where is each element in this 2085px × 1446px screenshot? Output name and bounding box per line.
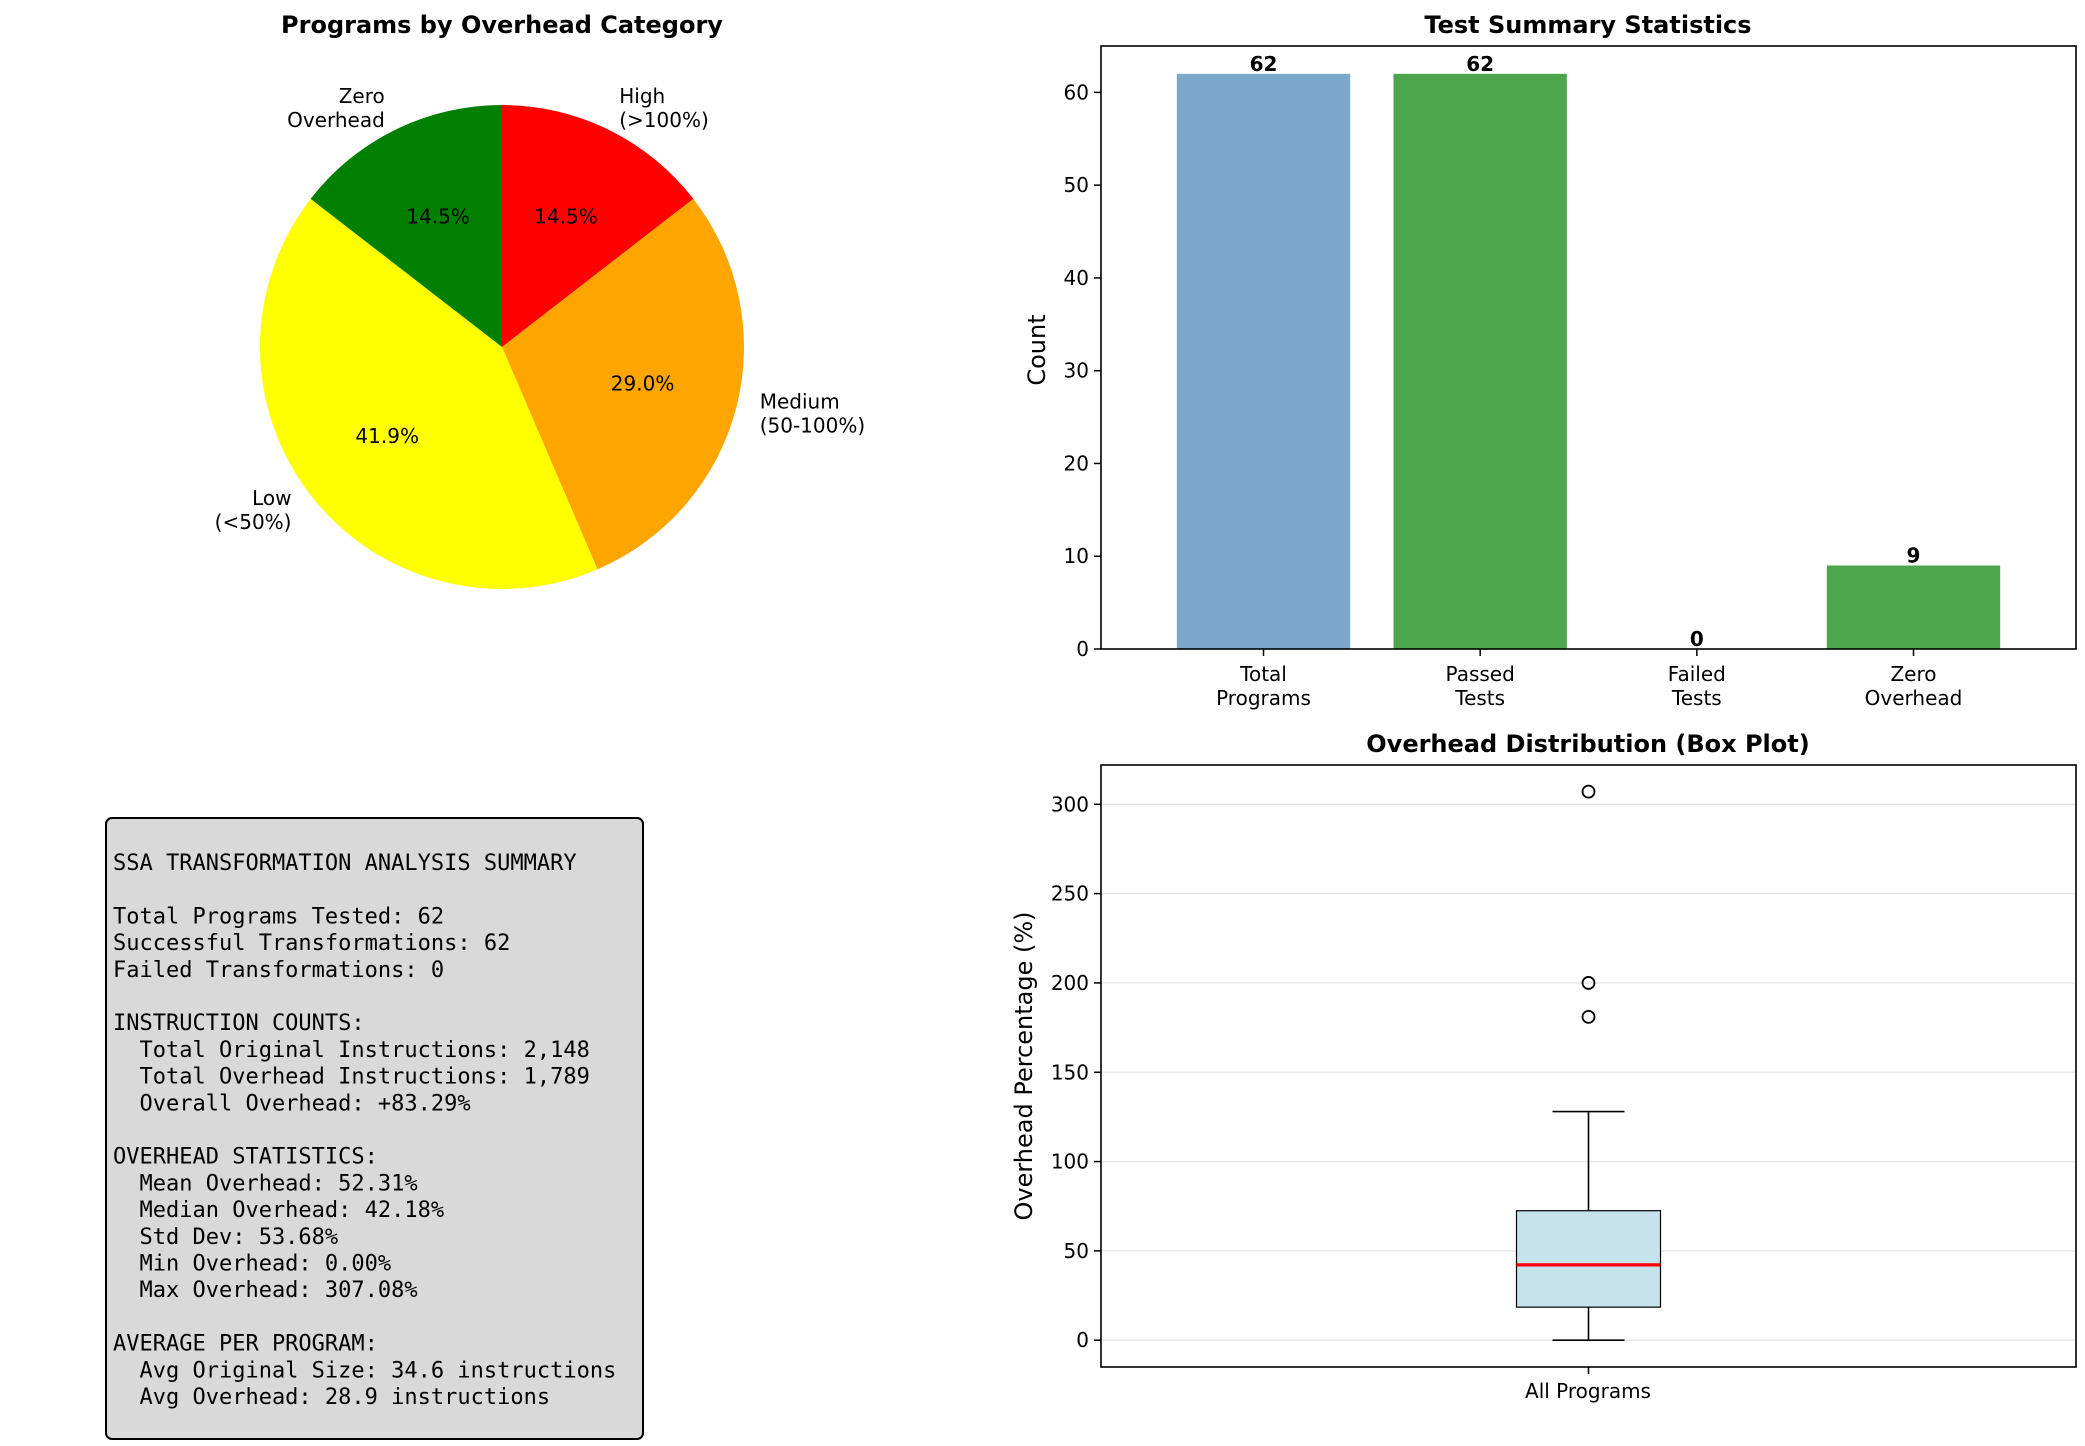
bar-x-tick-label: Tests (1671, 686, 1722, 710)
summary-box-bg (105, 817, 644, 1440)
summary-line: Total Programs Tested: 62 (113, 904, 444, 929)
bar-y-tick-label: 60 (1064, 80, 1089, 104)
pie-category-label: Overhead (287, 108, 385, 132)
bar-x-tick-label: Zero (1890, 662, 1936, 686)
pie-pct-label: 14.5% (406, 205, 470, 229)
bar-y-tick-label: 50 (1064, 173, 1089, 197)
pie-category-label: (>100%) (619, 108, 709, 132)
bar-x-tick-label: Total (1239, 662, 1287, 686)
bar-title: Test Summary Statistics (1424, 11, 1751, 39)
pie-category-label: High (619, 84, 665, 108)
bar-y-tick-label: 20 (1064, 451, 1089, 475)
bar-x-tick-label: Programs (1216, 686, 1311, 710)
box-y-tick-label: 250 (1051, 882, 1089, 906)
summary-line: Avg Original Size: 34.6 instructions (113, 1358, 616, 1383)
summary-line: Std Dev: 53.68% (113, 1225, 338, 1250)
bar-y-tick-label: 40 (1064, 266, 1089, 290)
box-xlabel: All Programs (1525, 1379, 1651, 1403)
pie-slice (502, 198, 744, 570)
bar (1826, 565, 2001, 649)
pie-chart: Programs by Overhead Category 14.5%High(… (215, 11, 865, 589)
bar (1176, 73, 1351, 650)
box-y-tick-label: 100 (1051, 1150, 1089, 1174)
pie-category-label: Zero (339, 84, 385, 108)
pie-category-label: (<50%) (215, 510, 292, 534)
pie-category-label: Low (252, 486, 291, 510)
bar-value-label: 9 (1907, 544, 1921, 568)
box-y-tick-label: 300 (1051, 792, 1089, 816)
bar-y-tick-label: 0 (1076, 637, 1089, 661)
iqr-box (1515, 1210, 1662, 1308)
bar-value-label: 0 (1690, 627, 1704, 651)
bar-chart: Test Summary Statistics Count 62 TotalPro… (1023, 11, 2077, 710)
box-y-tick-label: 200 (1051, 971, 1089, 995)
summary-line: AVERAGE PER PROGRAM: (113, 1332, 378, 1357)
pie-pct-label: 41.9% (355, 424, 419, 448)
bar-value-label: 62 (1466, 52, 1494, 76)
bar (1393, 73, 1567, 650)
box-axes-frame (1100, 764, 2077, 1368)
outlier-point (1581, 784, 1596, 799)
outlier-point (1581, 1009, 1596, 1024)
bar-x-tick-label: Overhead (1865, 686, 1963, 710)
summary-line: Overall Overhead: +83.29% (113, 1091, 471, 1116)
box-title: Overhead Distribution (Box Plot) (1366, 730, 1809, 758)
summary-line: Total Original Instructions: 2,148 (113, 1038, 590, 1063)
bar-x-tick-label: Tests (1454, 686, 1505, 710)
box-ylabel: Overhead Percentage (%) (1010, 911, 1038, 1220)
summary-line: Successful Transformations: 62 (113, 931, 510, 956)
summary-line: Avg Overhead: 28.9 instructions (113, 1385, 550, 1410)
pie-category-label: (50-100%) (760, 414, 865, 438)
bar-y-tick-label: 10 (1064, 544, 1089, 568)
bar-y-tick-label: 30 (1064, 359, 1089, 383)
summary-box: SSA TRANSFORMATION ANALYSIS SUMMARY Total… (105, 817, 644, 1440)
bar-x-tick-label: Passed (1446, 662, 1515, 686)
pie-category-label: Medium (760, 390, 840, 414)
summary-line: Total Overhead Instructions: 1,789 (113, 1065, 590, 1090)
pie-slice (502, 105, 694, 347)
box-plot: Overhead Distribution (Box Plot) Overhea… (1010, 730, 2077, 1403)
bar-x-tick-label: Failed (1668, 662, 1726, 686)
summary-line: SSA TRANSFORMATION ANALYSIS SUMMARY (113, 851, 577, 876)
summary-line: INSTRUCTION COUNTS: (113, 1011, 365, 1036)
box-y-tick-label: 150 (1051, 1060, 1089, 1084)
summary-line: Median Overhead: 42.18% (113, 1198, 444, 1223)
summary-line: Failed Transformations: 0 (113, 958, 444, 983)
bar-ylabel: Count (1023, 314, 1051, 385)
summary-line: Max Overhead: 307.08% (113, 1278, 418, 1303)
box-y-tick-label: 0 (1076, 1328, 1089, 1352)
summary-line: Min Overhead: 0.00% (113, 1252, 391, 1277)
bar-axes-frame (1100, 45, 2077, 650)
summary-line: Mean Overhead: 52.31% (113, 1171, 418, 1196)
pie-slice (259, 198, 598, 589)
pie-title: Programs by Overhead Category (281, 11, 723, 39)
outlier-point (1581, 976, 1596, 990)
bar-value-label: 62 (1250, 52, 1278, 76)
pie-pct-label: 14.5% (534, 205, 598, 229)
pie-slice (310, 105, 502, 347)
box-y-tick-label: 50 (1064, 1239, 1089, 1263)
pie-pct-label: 29.0% (611, 371, 675, 395)
summary-line: OVERHEAD STATISTICS: (113, 1145, 378, 1170)
